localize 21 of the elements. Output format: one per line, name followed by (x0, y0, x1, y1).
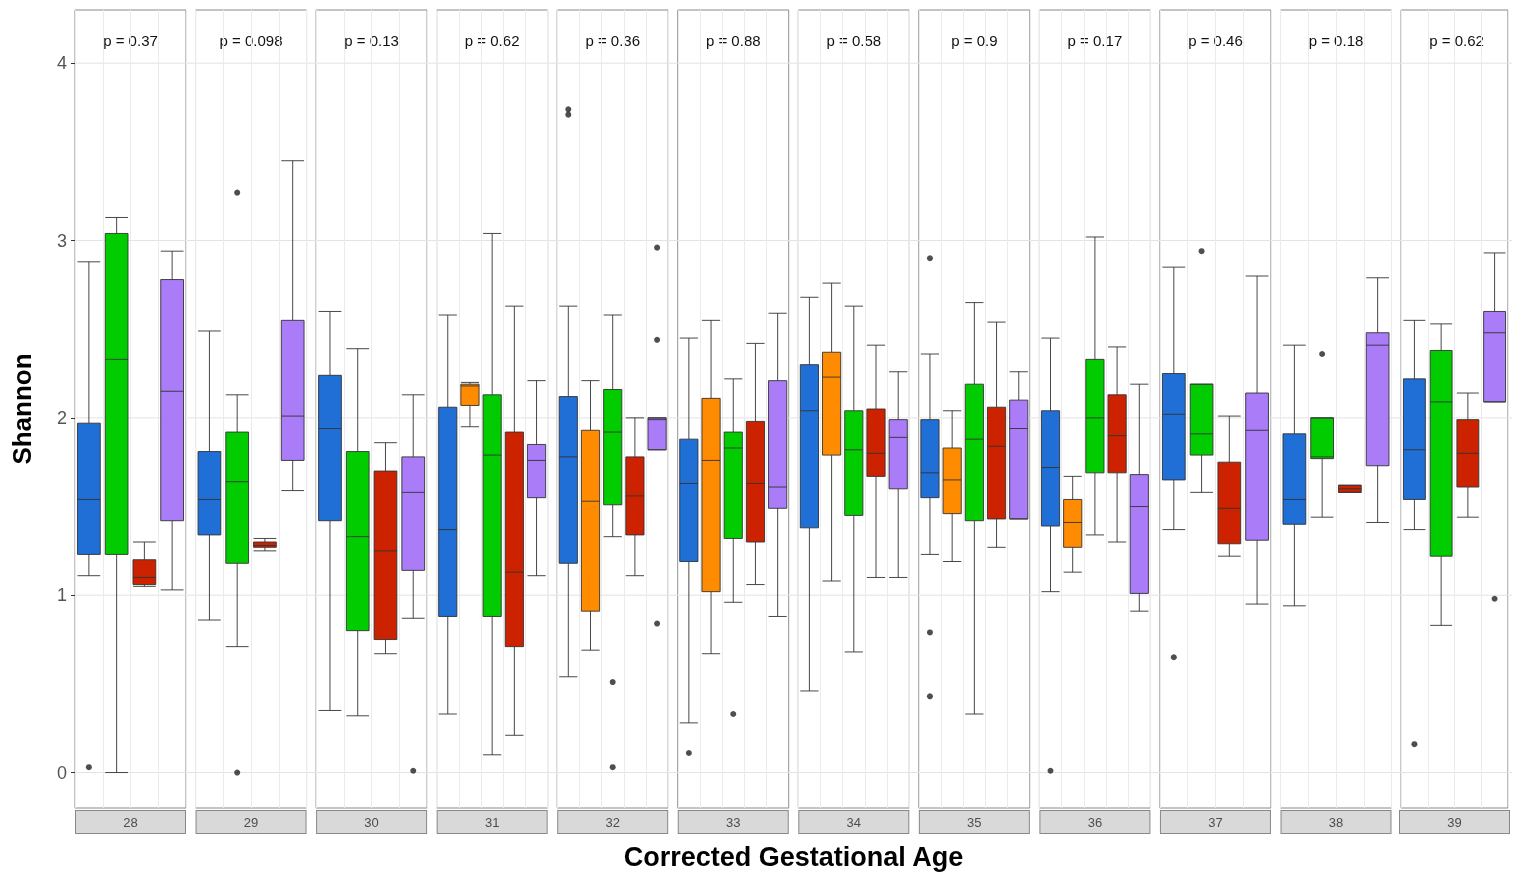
x-tick-label: 30 (364, 814, 379, 830)
y-tick-label: 3 (56, 230, 67, 251)
y-tick-label: 1 (56, 585, 67, 606)
annotation: p = 0.9 (951, 31, 998, 49)
x-tick-label: 32 (605, 814, 620, 830)
x-axis-title: Corrected Gestational Age (623, 842, 964, 872)
x-tick-label: 35 (967, 814, 982, 830)
x-tick-label: 38 (1328, 814, 1344, 830)
x-tick-label: 34 (846, 814, 862, 830)
y-axis-title: Shannon (7, 353, 37, 465)
y-tick-label: 0 (56, 762, 67, 783)
y-tick-label: 4 (56, 53, 67, 74)
x-tick-label: 39 (1447, 814, 1462, 830)
x-tick-label: 28 (123, 814, 138, 830)
x-tick-label: 36 (1087, 814, 1103, 830)
x-tick-label: 31 (484, 814, 500, 830)
x-tick-label: 37 (1208, 814, 1223, 830)
x-tick-label: 33 (726, 814, 741, 830)
annotation: p = 0.18 (1308, 31, 1364, 49)
x-tick-label: 29 (243, 814, 259, 830)
y-tick-label: 2 (56, 407, 67, 428)
